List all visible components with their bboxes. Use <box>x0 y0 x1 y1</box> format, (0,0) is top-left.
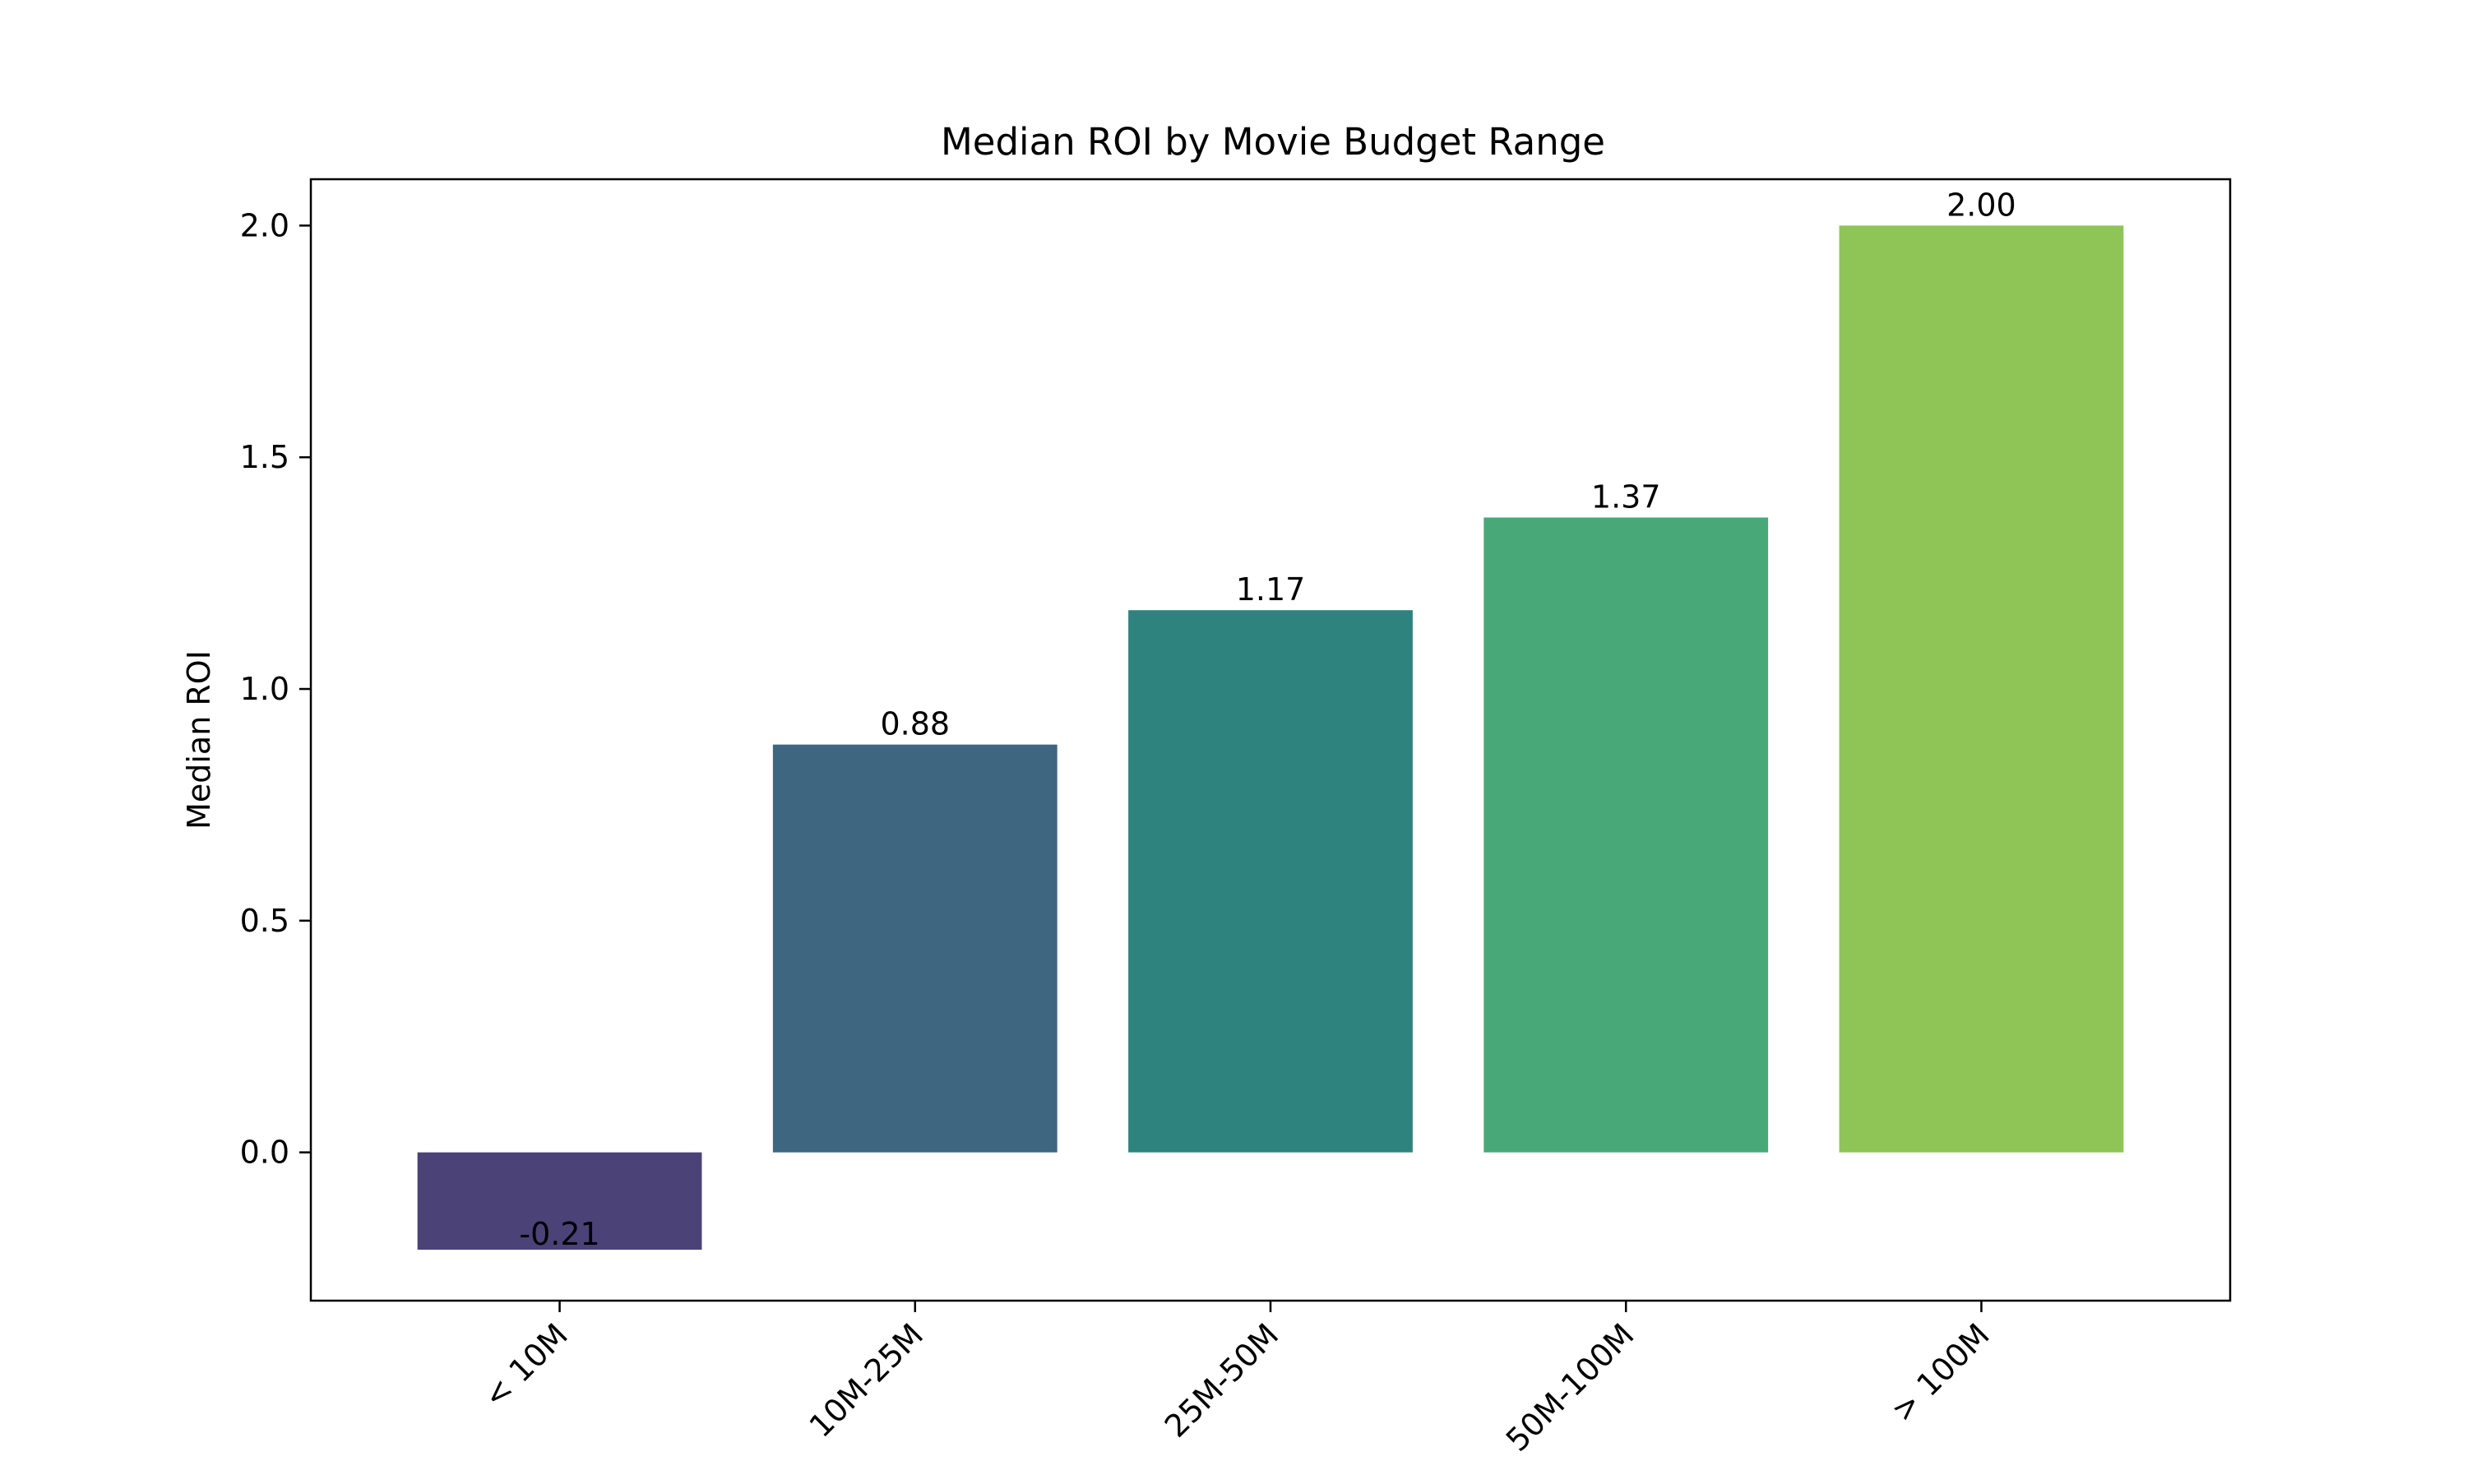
plot-area-frame <box>309 178 2232 1302</box>
y-tick-label-2: 1.0 <box>240 671 289 707</box>
bar-1 <box>772 744 1058 1153</box>
bar-0 <box>417 1152 702 1250</box>
y-tick-label-3: 1.5 <box>240 439 289 475</box>
data-label-2: 1.17 <box>1236 571 1306 608</box>
y-axis-ticks: 0.0 0.5 1.0 1.5 2.0 <box>240 207 311 1171</box>
y-tick-label-0: 0.0 <box>240 1135 289 1171</box>
y-axis-label: Median ROI <box>181 650 217 830</box>
data-label-1: 0.88 <box>880 706 950 742</box>
chart-title: Median ROI by Movie Budget Range <box>941 120 1605 164</box>
y-tick-label-1: 0.5 <box>240 903 289 939</box>
bar-4 <box>1839 225 2124 1153</box>
bar-2 <box>1128 610 1413 1153</box>
y-tick-label-4: 2.0 <box>240 207 289 243</box>
bars <box>417 225 2124 1250</box>
bar-3 <box>1483 517 1769 1153</box>
data-label-4: 2.00 <box>1946 187 2016 223</box>
data-label-3: 1.37 <box>1591 478 1661 515</box>
data-label-0: -0.21 <box>519 1216 599 1252</box>
data-labels: -0.21 0.88 1.17 1.37 2.00 <box>519 187 2016 1252</box>
